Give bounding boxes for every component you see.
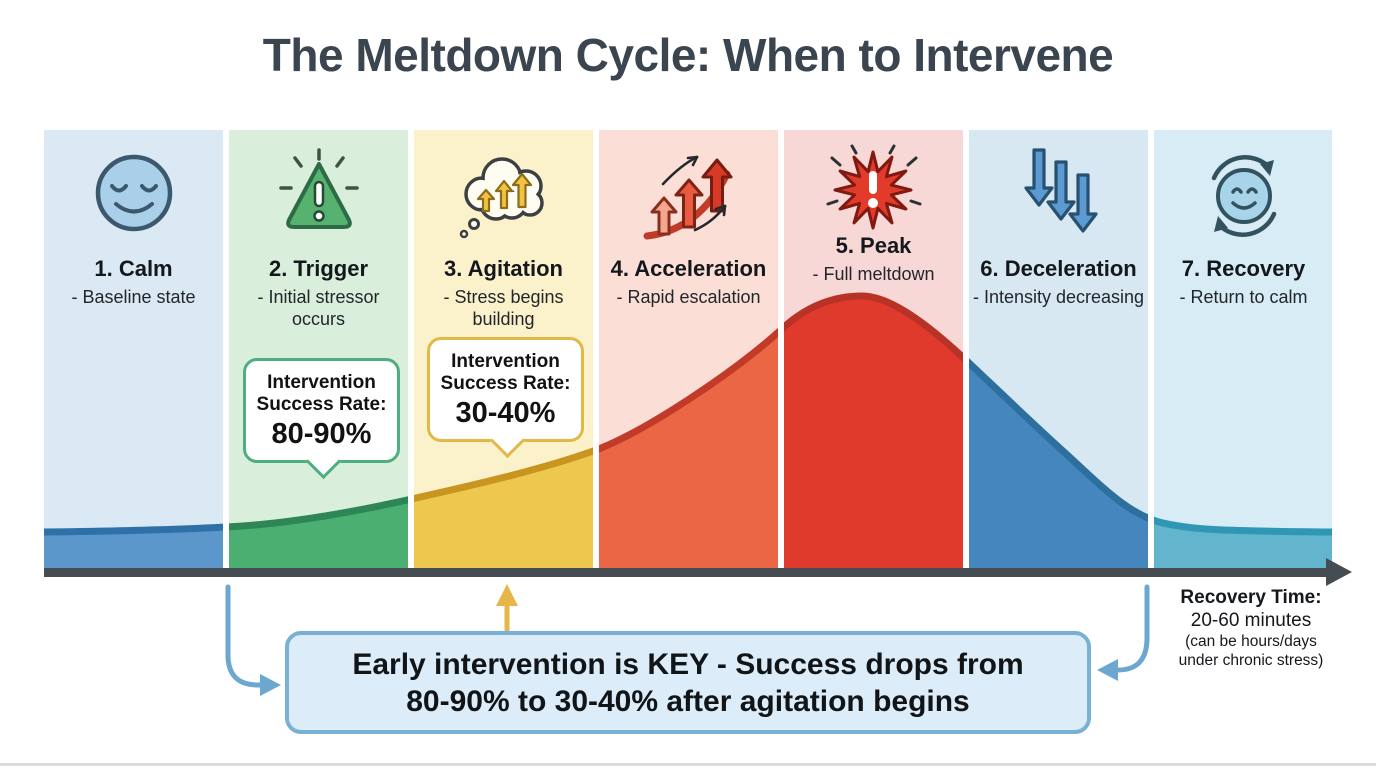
phase-desc-deceleration: - Intensity decreasing <box>972 287 1145 307</box>
phase-label-recovery: 7. Recovery <box>1181 256 1306 281</box>
phase-column-deceleration: 6. Deceleration - Intensity decreasing <box>969 130 1148 573</box>
phase-label-peak: 5. Peak <box>835 233 912 258</box>
phase-desc-calm: - Baseline state <box>71 287 196 307</box>
key-message-line2: 80-90% to 30-40% after agitation begins <box>406 684 970 718</box>
callout-line1: Intervention <box>451 351 560 372</box>
left-arrowhead-icon <box>260 674 281 696</box>
acceleration-arrows-icon <box>637 148 741 247</box>
phase-column-calm: 1. Calm - Baseline state <box>44 130 223 573</box>
recovery-time-title: Recovery Time: <box>1180 587 1322 608</box>
success-rate-callout-agitation: Intervention Success Rate: 30-40% <box>427 337 584 459</box>
annotation-arrows <box>225 584 1150 696</box>
deceleration-arrows-icon <box>1009 144 1109 249</box>
right-arrowhead-icon <box>1097 659 1118 681</box>
recovery-time-note: Recovery Time: 20-60 minutes (can be hou… <box>1140 586 1362 670</box>
phase-label-agitation: 3. Agitation <box>444 256 563 281</box>
peak-burst-icon <box>826 144 922 241</box>
bottom-edge-line <box>0 763 1376 766</box>
right-elbow-arrow <box>1111 584 1150 673</box>
meltdown-cycle-chart: 1. Calm - Baseline state <box>44 130 1332 573</box>
recovery-time-caveat-line2: under chronic stress) <box>1178 652 1324 669</box>
phase-column-agitation: 3. Agitation - Stress begins building <box>414 130 593 573</box>
phase-desc-acceleration: - Rapid escalation <box>616 287 761 307</box>
phase-label-trigger: 2. Trigger <box>268 256 369 281</box>
phase-desc-recovery: - Return to calm <box>1179 287 1308 307</box>
key-message-box: Early intervention is KEY - Success drop… <box>285 631 1091 734</box>
time-axis-arrowhead-icon <box>1326 558 1352 586</box>
recovery-cycle-icon <box>1196 148 1292 249</box>
time-axis <box>44 568 1334 577</box>
phase-label-acceleration: 4. Acceleration <box>610 256 767 281</box>
phase-column-acceleration: 4. Acceleration - Rapid escalation <box>599 130 778 573</box>
agitation-thought-cloud-icon <box>452 148 556 245</box>
left-elbow-arrow <box>225 584 267 688</box>
phase-desc-peak: - Full meltdown <box>812 264 935 284</box>
phase-column-recovery: 7. Recovery - Return to calm <box>1154 130 1333 573</box>
phase-desc-trigger: - Initial stressor occurs <box>257 287 380 329</box>
calm-face-icon <box>89 148 179 243</box>
key-message-line1: Early intervention is KEY - Success drop… <box>352 647 1024 681</box>
callout-line1: Intervention <box>267 372 376 393</box>
page-title: The Meltdown Cycle: When to Intervene <box>262 29 1114 81</box>
trigger-warning-icon <box>273 148 365 241</box>
phase-column-trigger: 2. Trigger - Initial stressor occurs <box>229 130 408 573</box>
phase-label-calm: 1. Calm <box>94 256 173 281</box>
phase-desc-agitation: - Stress begins building <box>443 287 564 329</box>
recovery-time-duration: 20-60 minutes <box>1190 610 1312 631</box>
recovery-time-caveat-line1: (can be hours/days <box>1185 633 1317 650</box>
gold-up-arrowhead-icon <box>496 584 518 606</box>
phase-label-deceleration: 6. Deceleration <box>980 256 1137 281</box>
callout-line2: Success Rate: <box>256 394 387 415</box>
success-rate-callout-trigger: Intervention Success Rate: 80-90% <box>243 358 400 480</box>
callout-line2: Success Rate: <box>440 373 571 394</box>
phase-column-peak: 5. Peak - Full meltdown <box>784 130 963 573</box>
